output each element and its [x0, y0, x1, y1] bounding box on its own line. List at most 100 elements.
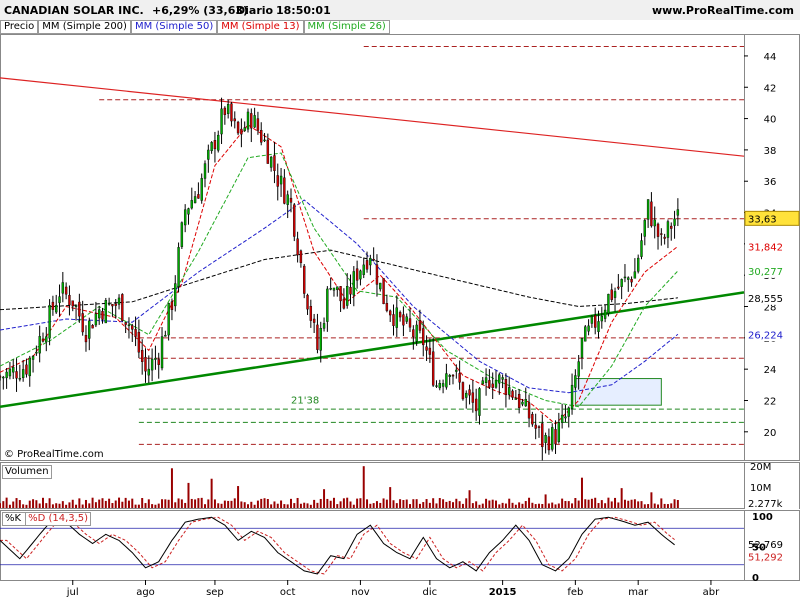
volume-bar: [405, 499, 408, 508]
stoch-d-line: [0, 516, 675, 575]
candle-up: [88, 320, 91, 339]
candle-up: [590, 316, 594, 324]
volume-bar: [332, 497, 335, 508]
candle-down: [260, 130, 263, 143]
price-ytick-label: 38: [764, 146, 777, 157]
volume-bar: [197, 498, 200, 508]
candle-down: [425, 346, 428, 351]
candle-down: [78, 301, 81, 317]
volume-bar: [541, 503, 544, 508]
candle-up: [524, 399, 527, 407]
candle-down: [144, 356, 147, 372]
volume-bar: [663, 503, 666, 508]
candle-up: [160, 336, 164, 369]
candle-up: [21, 369, 25, 379]
candle-up: [154, 357, 157, 360]
candle-up: [217, 134, 220, 151]
volume-bar: [637, 501, 640, 508]
volume-bar: [468, 490, 471, 508]
volume-bar: [8, 504, 11, 508]
volume-pane[interactable]: 20M 10M 2.277k: [0, 462, 800, 511]
candle-up: [147, 368, 150, 376]
candle-up: [107, 303, 111, 305]
candle-down: [355, 268, 359, 281]
site-url[interactable]: www.ProRealTime.com: [651, 4, 794, 17]
volume-bar: [22, 504, 25, 508]
candle-up: [465, 392, 468, 398]
legend-ma26[interactable]: MM (Simple 26): [303, 20, 390, 34]
candle-up: [279, 175, 283, 185]
candle-up: [369, 258, 372, 266]
volume-bar: [240, 501, 243, 508]
price-tag-label: 31,842: [748, 242, 783, 253]
volume-bar: [316, 502, 319, 508]
volume-bar: [161, 499, 164, 508]
volume-bar: [141, 498, 144, 508]
volume-bar: [220, 503, 223, 508]
volume-bar: [286, 504, 289, 508]
volume-bar: [127, 500, 130, 508]
volume-tag-bg: [745, 496, 799, 511]
candle-up: [35, 352, 38, 354]
candle-up: [12, 367, 15, 373]
candle-up: [494, 379, 498, 388]
price-tag-bg: [745, 290, 799, 305]
volume-bar: [111, 503, 114, 508]
sto-axis-frame: [744, 510, 800, 581]
volume-bar: [28, 500, 31, 508]
candle-up: [183, 209, 187, 226]
candle-up: [653, 219, 656, 227]
price-change: +6,29% (33,63): [152, 4, 249, 17]
candle-up: [220, 108, 223, 135]
candle-down: [256, 118, 260, 131]
volume-bar: [534, 504, 537, 508]
candle-up: [362, 264, 365, 275]
volume-bar: [349, 501, 352, 508]
stoch-last-d: 51,292: [748, 552, 783, 563]
candle-down: [101, 310, 104, 320]
legend-price[interactable]: Precio: [0, 20, 39, 34]
candle-up: [263, 139, 266, 142]
legend-ma200[interactable]: MM (Simple 200): [38, 20, 131, 34]
candle-up: [673, 218, 676, 226]
volume-bar: [157, 503, 160, 508]
volume-bar: [296, 497, 299, 508]
chart-title: CANADIAN SOLAR INC.: [4, 4, 144, 17]
volume-bar: [501, 502, 504, 508]
volume-bar: [207, 499, 210, 508]
volume-bar: [395, 503, 398, 508]
candle-down: [197, 194, 200, 199]
legend-ma50[interactable]: MM (Simple 50): [130, 20, 218, 34]
volume-bar: [627, 500, 630, 508]
volume-bar: [643, 504, 646, 508]
candle-down: [541, 423, 544, 448]
price-pane[interactable]: 2022242628303234363840424421'3833,6331,8…: [0, 34, 800, 461]
volume-bar: [81, 504, 84, 508]
volume-bar: [118, 497, 121, 508]
volume-bar: [389, 487, 392, 508]
volume-bar: [2, 501, 5, 508]
volume-bar: [256, 500, 259, 508]
volume-bar: [455, 498, 458, 508]
legend-ma13[interactable]: MM (Simple 13): [217, 20, 304, 34]
volume-bar: [58, 503, 61, 508]
volume-bar: [124, 497, 127, 508]
candle-up: [253, 115, 256, 128]
price-tag-label: 28,555: [748, 294, 783, 305]
candle-down: [230, 103, 233, 122]
volume-bar: [164, 499, 167, 508]
candle-up: [164, 334, 167, 337]
candle-up: [226, 104, 230, 114]
candle-up: [597, 321, 600, 332]
candle-up: [74, 305, 78, 307]
candle-down: [283, 177, 286, 204]
volume-bar: [432, 498, 435, 508]
candle-up: [633, 271, 637, 279]
volume-bar: [280, 500, 283, 508]
volume-bar: [369, 503, 372, 508]
volume-bar: [465, 498, 468, 508]
volume-bar: [237, 486, 240, 508]
volume-bar: [531, 502, 534, 508]
candle-up: [405, 316, 408, 322]
